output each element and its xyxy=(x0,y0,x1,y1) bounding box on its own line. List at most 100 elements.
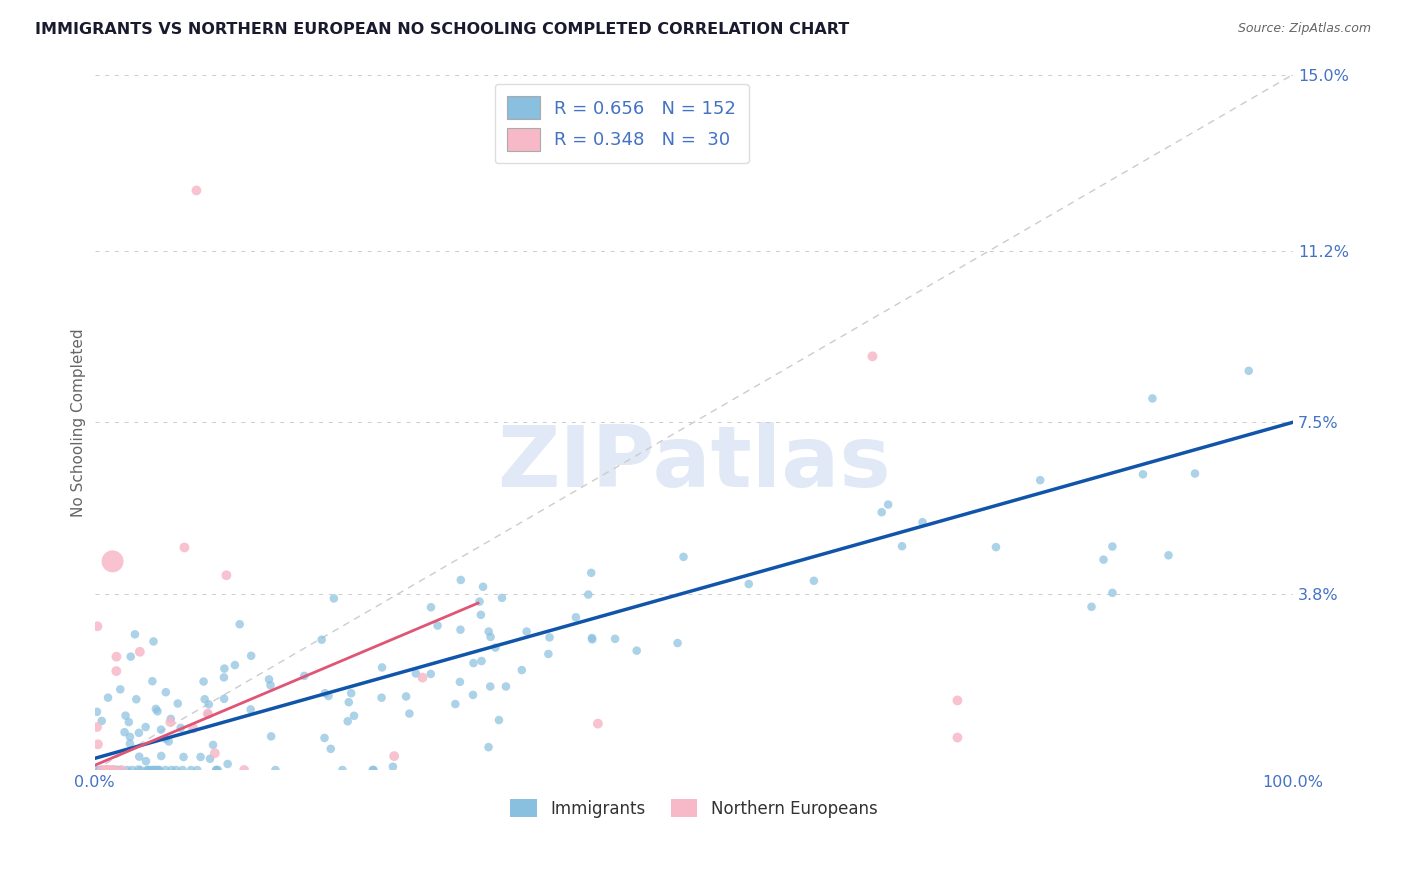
Point xyxy=(169,721,191,735)
Point xyxy=(426,618,449,632)
Point xyxy=(136,763,159,777)
Point xyxy=(361,763,384,777)
Point xyxy=(90,763,112,777)
Point xyxy=(363,763,385,777)
Text: ZIPatlas: ZIPatlas xyxy=(496,423,890,506)
Point xyxy=(488,713,510,727)
Point xyxy=(537,647,560,661)
Point xyxy=(495,680,517,694)
Point xyxy=(470,654,492,668)
Point xyxy=(672,549,695,564)
Point xyxy=(155,685,177,699)
Point xyxy=(157,734,180,748)
Point xyxy=(141,763,163,777)
Point xyxy=(86,619,108,633)
Text: IMMIGRANTS VS NORTHERN EUROPEAN NO SCHOOLING COMPLETED CORRELATION CHART: IMMIGRANTS VS NORTHERN EUROPEAN NO SCHOO… xyxy=(35,22,849,37)
Point xyxy=(984,540,1007,554)
Point xyxy=(145,702,167,716)
Point xyxy=(1237,364,1260,378)
Point xyxy=(581,632,603,647)
Point xyxy=(398,706,420,721)
Point xyxy=(110,763,132,777)
Point xyxy=(911,515,934,529)
Point xyxy=(666,636,689,650)
Point xyxy=(343,708,366,723)
Point xyxy=(97,763,120,777)
Point xyxy=(101,763,124,777)
Point xyxy=(89,763,111,777)
Point xyxy=(94,763,117,777)
Point xyxy=(90,763,112,777)
Point xyxy=(318,689,340,703)
Point xyxy=(172,763,194,777)
Point xyxy=(862,349,884,363)
Point xyxy=(86,720,108,734)
Point xyxy=(143,763,166,777)
Point xyxy=(97,763,120,777)
Point xyxy=(146,704,169,718)
Point xyxy=(197,698,219,712)
Point xyxy=(128,749,150,764)
Point xyxy=(470,607,492,622)
Point xyxy=(86,763,108,777)
Point xyxy=(479,630,502,644)
Point xyxy=(115,763,138,777)
Point xyxy=(118,715,141,730)
Point xyxy=(194,692,217,706)
Point xyxy=(114,725,136,739)
Point xyxy=(190,750,212,764)
Point xyxy=(319,741,342,756)
Point xyxy=(105,664,128,678)
Point xyxy=(1101,586,1123,600)
Point xyxy=(125,692,148,706)
Point xyxy=(581,631,603,645)
Point xyxy=(1080,599,1102,614)
Point xyxy=(586,716,609,731)
Point xyxy=(332,763,354,777)
Point xyxy=(877,498,900,512)
Point xyxy=(166,697,188,711)
Point xyxy=(420,600,443,615)
Point xyxy=(215,568,238,582)
Point xyxy=(165,763,187,777)
Point xyxy=(463,656,485,670)
Point xyxy=(107,763,129,777)
Point xyxy=(337,695,360,709)
Point xyxy=(239,702,262,716)
Point xyxy=(484,640,506,655)
Point xyxy=(93,763,115,777)
Point xyxy=(449,674,471,689)
Point xyxy=(311,632,333,647)
Point xyxy=(202,738,225,752)
Point xyxy=(381,760,404,774)
Point xyxy=(217,756,239,771)
Point xyxy=(143,763,166,777)
Point xyxy=(108,763,131,777)
Text: Source: ZipAtlas.com: Source: ZipAtlas.com xyxy=(1237,22,1371,36)
Point xyxy=(124,627,146,641)
Point xyxy=(103,763,125,777)
Point xyxy=(204,746,226,760)
Point xyxy=(193,674,215,689)
Point xyxy=(336,714,359,729)
Point xyxy=(87,737,110,751)
Point xyxy=(264,763,287,777)
Point xyxy=(197,706,219,721)
Point xyxy=(461,688,484,702)
Point xyxy=(565,610,588,624)
Point xyxy=(135,720,157,734)
Point xyxy=(128,726,150,740)
Point xyxy=(891,539,914,553)
Point xyxy=(159,715,181,730)
Point xyxy=(120,649,142,664)
Y-axis label: No Schooling Completed: No Schooling Completed xyxy=(72,328,86,516)
Point xyxy=(240,648,263,663)
Point xyxy=(91,763,114,777)
Point xyxy=(205,763,228,777)
Point xyxy=(101,554,124,568)
Point xyxy=(946,731,969,745)
Point xyxy=(127,763,149,777)
Point xyxy=(468,594,491,608)
Point xyxy=(576,588,599,602)
Point xyxy=(946,693,969,707)
